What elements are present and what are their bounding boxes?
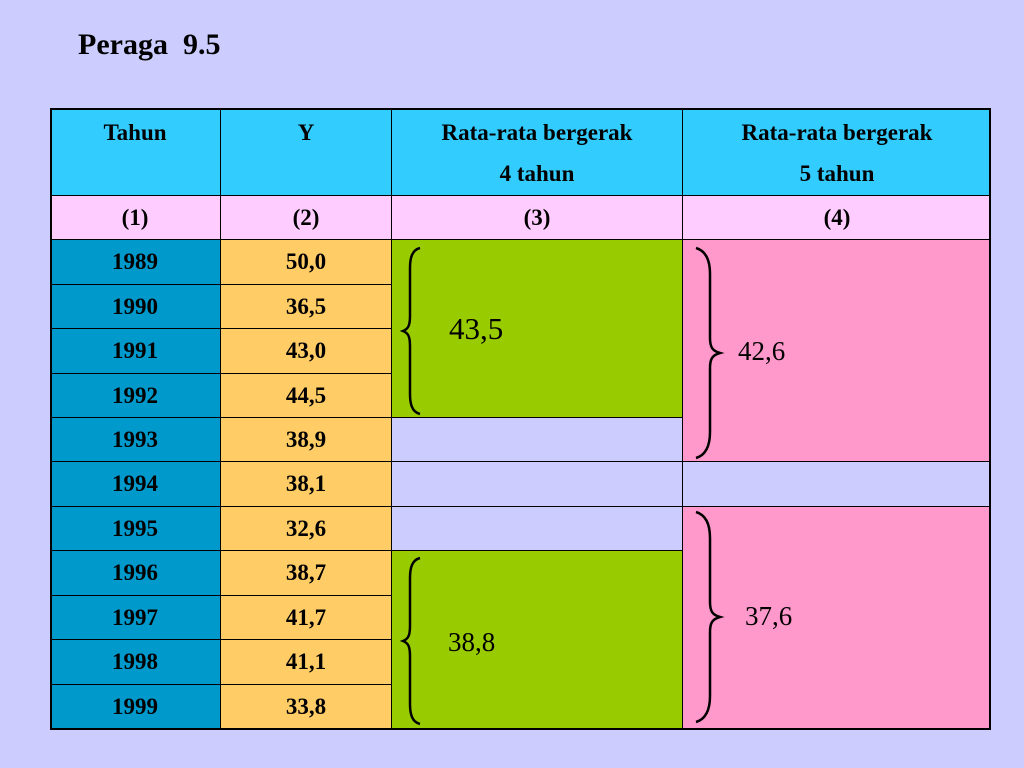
y-cell: 41,7 — [221, 596, 392, 640]
header-ma4-line1: Rata-rata bergerak — [441, 120, 633, 145]
y-cell: 50,0 — [221, 240, 392, 285]
ma4-block — [392, 551, 683, 730]
brace-icon — [695, 246, 725, 460]
y-cell: 38,1 — [221, 462, 392, 507]
moving-average-table: Tahun Y Rata-rata bergerak 4 tahun Rata-… — [50, 108, 991, 730]
header-y-label: Y — [297, 120, 315, 145]
year-cell: 1997 — [50, 596, 221, 640]
header-ma5-line2: 5 tahun — [799, 161, 875, 186]
ma4-block — [392, 240, 683, 418]
colnum-2: (2) — [221, 196, 392, 240]
year-cell: 1993 — [50, 418, 221, 462]
ma5-value: 42,6 — [738, 336, 786, 366]
brace-icon — [399, 556, 421, 726]
year-cell: 1995 — [50, 507, 221, 551]
page-title: Peraga 9.5 — [78, 28, 221, 61]
y-cell: 36,5 — [221, 285, 392, 329]
colnum-3: (3) — [392, 196, 683, 240]
ma4-empty — [392, 462, 683, 507]
colnum-1: (1) — [50, 196, 221, 240]
y-cell: 38,7 — [221, 551, 392, 596]
ma5-empty — [683, 462, 991, 507]
year-cell: 1998 — [50, 640, 221, 685]
y-cell: 33,8 — [221, 685, 392, 730]
y-cell: 38,9 — [221, 418, 392, 462]
header-ma4: Rata-rata bergerak 4 tahun — [392, 108, 683, 196]
ma5-block — [683, 240, 991, 462]
y-cell: 44,5 — [221, 374, 392, 418]
year-cell: 1989 — [50, 240, 221, 285]
ma4-empty — [392, 418, 683, 462]
ma4-empty — [392, 507, 683, 551]
y-cell: 41,1 — [221, 640, 392, 685]
colnum-4: (4) — [683, 196, 991, 240]
header-ma4-line2: 4 tahun — [499, 161, 575, 186]
year-cell: 1999 — [50, 685, 221, 730]
year-cell: 1992 — [50, 374, 221, 418]
header-ma5: Rata-rata bergerak 5 tahun — [683, 108, 991, 196]
year-cell: 1996 — [50, 551, 221, 596]
brace-icon — [695, 510, 725, 724]
ma5-value: 37,6 — [745, 601, 793, 631]
brace-icon — [399, 246, 421, 416]
year-cell: 1991 — [50, 329, 221, 374]
y-cell: 32,6 — [221, 507, 392, 551]
year-cell: 1990 — [50, 285, 221, 329]
ma5-block — [683, 507, 991, 730]
header-tahun: Tahun — [50, 108, 221, 196]
year-cell: 1994 — [50, 462, 221, 507]
y-cell: 43,0 — [221, 329, 392, 374]
ma4-value: 43,5 — [449, 311, 504, 346]
header-ma5-line1: Rata-rata bergerak — [741, 120, 933, 145]
header-y: Y — [221, 108, 392, 196]
header-tahun-label: Tahun — [103, 120, 167, 145]
ma4-value: 38,8 — [448, 627, 496, 657]
